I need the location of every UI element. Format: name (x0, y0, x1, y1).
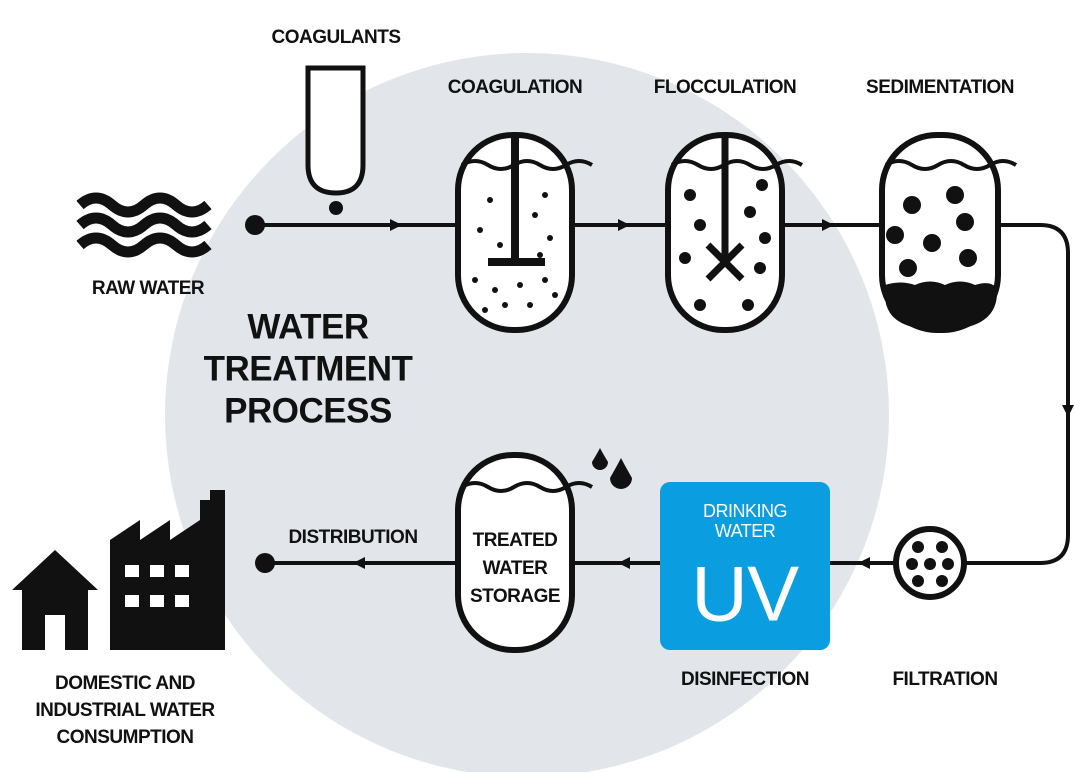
coagulation-tank-part-part (547, 235, 553, 241)
page: COAGULANTS COAGULATION FLOCCULATION SEDI… (0, 0, 1074, 772)
raw-water-waves-part (80, 238, 208, 252)
label: DOMESTIC AND (55, 673, 195, 694)
sedimentation-tank-part-part (885, 282, 997, 331)
label: COAGULATION (448, 77, 583, 98)
flocculation-tank-part-part (754, 262, 766, 274)
coagulation-tank-part-part (502, 302, 508, 308)
label: STORAGE (470, 586, 560, 607)
coagulation-tank-part-part (477, 227, 483, 233)
flocculation-tank-part-part (694, 219, 706, 231)
coagulant-bottle-part (308, 68, 363, 193)
sedimentation-tank (882, 135, 1016, 330)
flocculation-tank-part-part (744, 206, 756, 218)
label: RAW WATER (92, 278, 205, 299)
sedimentation-tank-part-part (923, 234, 941, 252)
flow-lines-part (245, 215, 265, 235)
sedimentation-tank-part-part (886, 226, 904, 244)
title: TREATMENT (204, 349, 413, 388)
sedimentation-tank-part-part (899, 259, 917, 277)
coagulation-tank-part-part (542, 277, 548, 283)
flow-lines-part (858, 557, 870, 569)
coagulant-bottle-part (329, 201, 343, 215)
coagulation-tank-part-part (532, 212, 538, 218)
house-and-factory-part (45, 615, 65, 650)
flow-lines-part (255, 553, 275, 573)
coagulation-tank-part-part (527, 302, 533, 308)
sedimentation-tank-part-part (946, 186, 964, 204)
label: CONSUMPTION (57, 727, 194, 748)
flocculation-tank-part-part (742, 299, 754, 311)
filter-part-part (906, 558, 918, 570)
uv-caption: WATER (715, 521, 776, 541)
label: DISINFECTION (681, 669, 809, 690)
label: INDUSTRIAL WATER (35, 700, 215, 721)
coagulation-tank-part-part (472, 277, 478, 283)
sedimentation-tank-part-part (903, 196, 921, 214)
house-and-factory-part-part (150, 595, 164, 607)
flocculation-tank-part-part (759, 232, 771, 244)
coagulation-tank-part-part (542, 192, 548, 198)
coagulation-tank-part-part (482, 307, 488, 313)
flocculation-tank-part-part (756, 179, 768, 191)
title: WATER (247, 307, 369, 346)
sedimentation-tank-part-part (959, 249, 977, 267)
coagulation-tank-part-part (492, 287, 498, 293)
house-and-factory-part-part (125, 565, 139, 577)
house-and-factory-part-part (175, 565, 189, 577)
filter-part-part (936, 575, 948, 587)
label: WATER (483, 558, 548, 579)
raw-water-waves-part (80, 218, 208, 232)
coagulation-tank-part-part (537, 252, 543, 258)
diagram: COAGULANTS COAGULATION FLOCCULATION SEDI… (0, 0, 1074, 772)
filter-part-part (924, 558, 936, 570)
flow-lines-part (1062, 405, 1074, 417)
coagulation-tank-part-part (552, 292, 558, 298)
raw-water-waves-part (80, 198, 208, 212)
house-and-factory-part-part (125, 595, 139, 607)
raw-water-waves (80, 198, 208, 252)
coagulation-tank-part-part (487, 197, 493, 203)
label: SEDIMENTATION (866, 77, 1014, 98)
flocculation-tank-part-part (684, 189, 696, 201)
flocculation-tank-part-part (694, 299, 706, 311)
filter-part-part (936, 541, 948, 553)
label: TREATED (473, 530, 558, 551)
label: FLOCCULATION (654, 77, 796, 98)
filter (896, 529, 964, 597)
title: PROCESS (224, 391, 392, 430)
uv-caption: DRINKING (703, 501, 787, 521)
coagulation-tank-part-part (497, 242, 503, 248)
house-and-factory-part-part (175, 595, 189, 607)
label: DISTRIBUTION (288, 527, 417, 548)
filter-part-part (942, 558, 954, 570)
sedimentation-tank-part-part (956, 213, 974, 231)
label: COAGULANTS (271, 27, 400, 48)
label: FILTRATION (892, 669, 997, 690)
flocculation-tank-part-part (679, 252, 691, 264)
filter-part-part (912, 575, 924, 587)
filter-part-part (912, 541, 924, 553)
uv-label: UV (691, 550, 799, 638)
house-and-factory-part-part (150, 565, 164, 577)
coagulation-tank-part-part (517, 282, 523, 288)
